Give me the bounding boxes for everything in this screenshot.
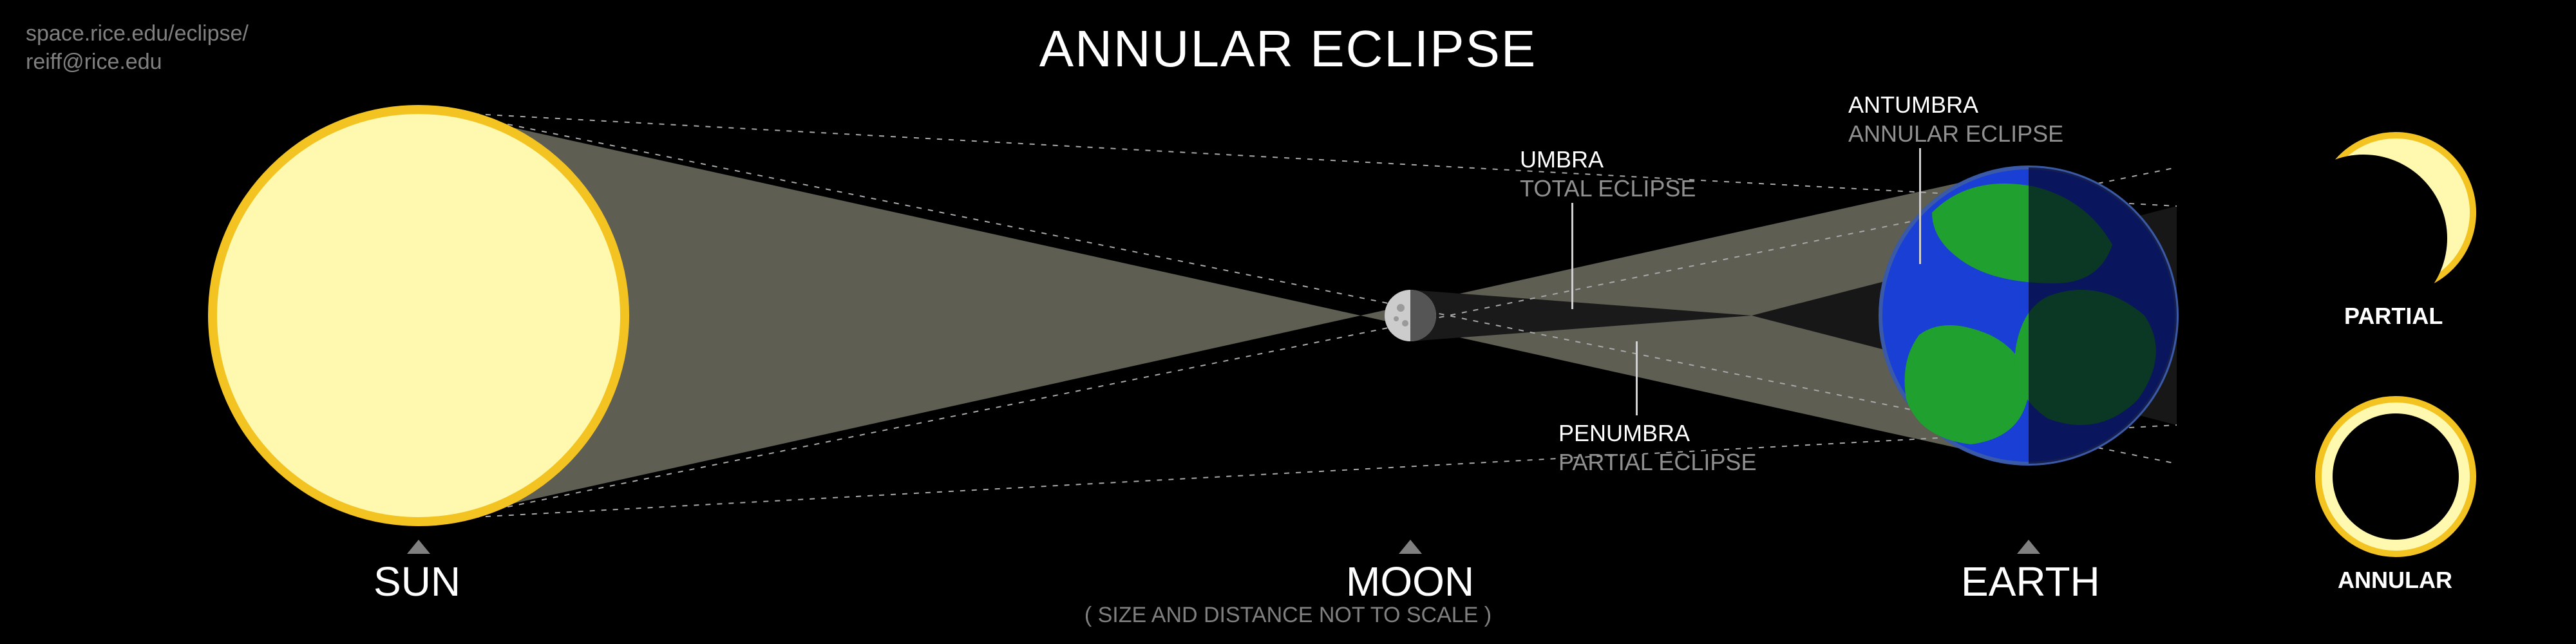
umbra-label-type: TOTAL ECLIPSE <box>1520 174 1696 203</box>
partial-view-label: PARTIAL <box>2344 303 2443 330</box>
partial-eclipse-view <box>2318 135 2473 290</box>
penumbra-leader <box>1636 341 1638 415</box>
umbra-label-name: UMBRA <box>1520 145 1696 174</box>
penumbra-label: PENUMBRA PARTIAL ECLIPSE <box>1558 419 1756 477</box>
scale-note: ( SIZE AND DISTANCE NOT TO SCALE ) <box>1084 603 1492 628</box>
sun-body <box>213 109 625 522</box>
moon-arrow-icon <box>1399 540 1422 554</box>
sun-arrow-icon <box>407 540 430 554</box>
penumbra-label-type: PARTIAL ECLIPSE <box>1558 448 1756 477</box>
antumbra-leader <box>1919 148 1921 264</box>
umbra-label: UMBRA TOTAL ECLIPSE <box>1520 145 1696 203</box>
earth-label: EARTH <box>1961 558 2100 605</box>
umbra-leader <box>1571 203 1573 309</box>
earth-arrow-icon <box>2017 540 2040 554</box>
eclipse-diagram <box>0 0 2576 644</box>
penumbra-label-name: PENUMBRA <box>1558 419 1756 448</box>
annular-view-label: ANNULAR <box>2338 567 2452 594</box>
moon-label: MOON <box>1346 558 1474 605</box>
antumbra-label-type: ANNULAR ECLIPSE <box>1848 119 2063 148</box>
moon-body <box>1385 290 1436 341</box>
antumbra-label: ANTUMBRA ANNULAR ECLIPSE <box>1848 90 2063 148</box>
annular-eclipse-view <box>2318 399 2473 554</box>
antumbra-label-name: ANTUMBRA <box>1848 90 2063 119</box>
earth-body <box>1880 167 2177 464</box>
sun-label: SUN <box>374 558 460 605</box>
